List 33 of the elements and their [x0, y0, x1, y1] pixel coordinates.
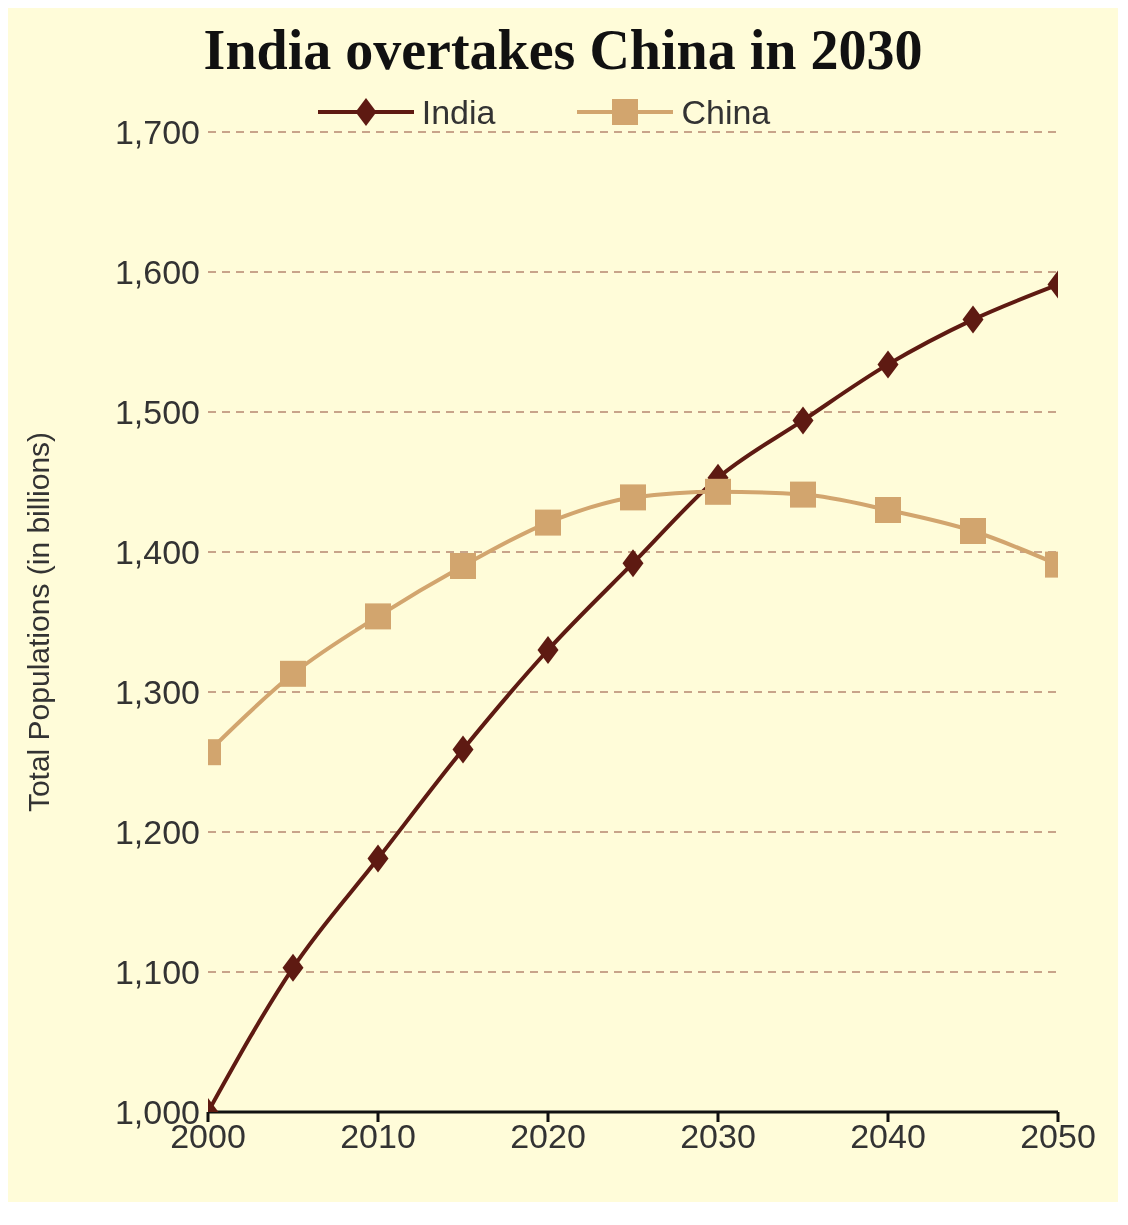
point: [282, 953, 304, 982]
y-tick-label: 1,600: [114, 253, 200, 292]
point: [792, 406, 814, 435]
chart-title: India overtakes China in 2030: [202, 18, 924, 82]
point: [877, 350, 899, 379]
x-tick-label: 2050: [1020, 1117, 1096, 1156]
point: [450, 553, 476, 579]
point: [365, 603, 391, 630]
point: [875, 497, 901, 523]
x-tick-label: 2020: [510, 1117, 586, 1156]
point: [960, 518, 986, 544]
x-tick-label: 2030: [680, 1117, 756, 1156]
legend-label: India: [421, 92, 496, 132]
y-tick-label: 1,200: [114, 813, 200, 852]
x-tick-label: 2040: [850, 1117, 926, 1156]
y-tick-label: 1,100: [114, 953, 200, 992]
y-tick-label: 1,400: [114, 533, 200, 572]
y-tick-label: 1,700: [114, 113, 200, 152]
point: [962, 305, 984, 334]
point: [790, 481, 816, 508]
point: [622, 549, 644, 578]
y-tick-label: 1,300: [114, 673, 200, 712]
y-tick-label: 1,500: [114, 393, 200, 432]
point: [367, 844, 389, 873]
point: [705, 478, 731, 505]
legend-label: China: [681, 92, 771, 132]
point: [452, 735, 474, 764]
point: [280, 660, 306, 687]
y-axis-title: Total Populations (in billions): [21, 431, 55, 813]
point: [535, 509, 561, 536]
x-tick-label: 2010: [340, 1117, 416, 1156]
point: [620, 484, 646, 511]
point: [537, 636, 559, 664]
